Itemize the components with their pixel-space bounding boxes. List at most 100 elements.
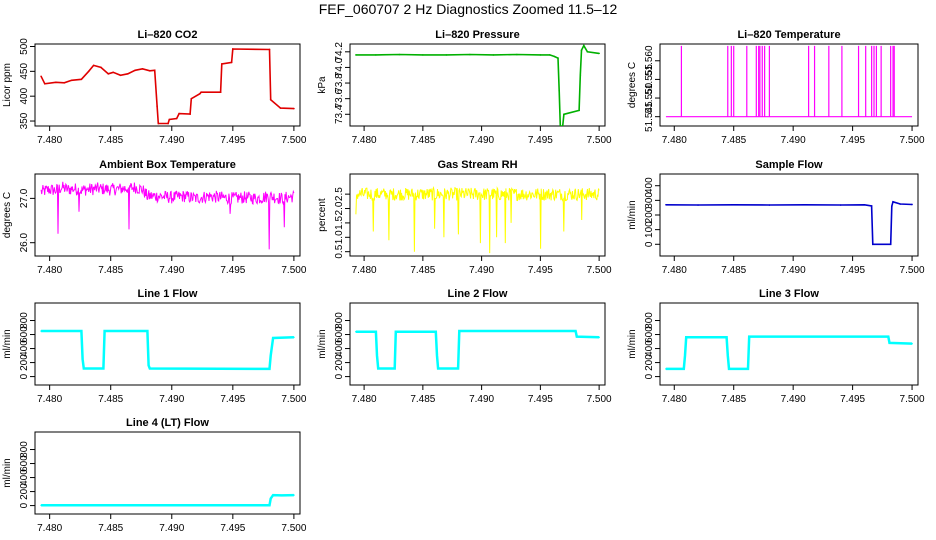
y-tick-label: 73.8 — [334, 73, 345, 93]
y-tick-label: 2.0 — [334, 201, 345, 215]
data-point — [279, 107, 282, 109]
data-point — [63, 81, 66, 84]
x-tick-label: 7.490 — [781, 265, 806, 276]
plot-frame — [659, 43, 919, 127]
x-tick-label: 7.500 — [587, 265, 612, 276]
data-point — [157, 122, 160, 125]
data-point — [219, 91, 222, 94]
data-point — [83, 367, 85, 370]
data-point — [102, 367, 105, 370]
data-point — [891, 205, 893, 208]
data-point — [747, 368, 749, 370]
plot-frame — [349, 302, 606, 386]
data-point — [127, 73, 129, 75]
panel-10: Line 4 (LT) Flow 7.480 7.485 7.490 7.495 7.50… — [2, 417, 307, 534]
panel-3: Li–820 Temperature 7.480 7.485 7.490 7.495 7.… — [627, 29, 925, 146]
data-point — [40, 330, 42, 332]
data-point — [665, 368, 667, 370]
x-tick-label: 7.490 — [159, 523, 184, 534]
data-point — [685, 336, 687, 339]
data-point — [293, 336, 295, 339]
data-point — [422, 54, 424, 56]
data-point — [457, 367, 459, 370]
series-trace — [665, 45, 913, 118]
data-point — [280, 494, 283, 497]
data-point — [103, 330, 106, 332]
data-point — [107, 73, 110, 75]
x-tick-label: 7.480 — [662, 135, 687, 146]
data-point — [232, 48, 234, 50]
y-axis-label: percent — [317, 198, 328, 232]
y-axis-label: ml/min — [317, 329, 328, 358]
panel-2: Li–820 Pressure 7.480 7.485 7.490 7.495 7.500… — [317, 29, 612, 146]
y-tick-label: 600 — [644, 326, 655, 343]
data-point — [269, 497, 272, 500]
series-trace — [40, 181, 295, 250]
data-point — [574, 330, 577, 332]
data-point — [141, 68, 144, 70]
data-point — [80, 330, 83, 332]
plot-frame — [659, 302, 919, 386]
data-point — [434, 330, 437, 333]
data-point — [539, 54, 542, 56]
data-point — [148, 367, 151, 370]
data-point — [80, 78, 83, 81]
plot-frame — [34, 302, 301, 386]
panel-title: Li–820 Temperature — [737, 29, 840, 41]
plot-frame — [34, 43, 301, 127]
series-trace — [40, 48, 295, 125]
x-tick-label: 7.495 — [528, 394, 553, 405]
panel-5: Gas Stream RH 7.480 7.485 7.490 7.495 7.500 0.… — [317, 159, 612, 276]
y-tick-label: 2.5 — [334, 187, 345, 201]
data-point — [911, 203, 913, 206]
x-tick-label: 7.490 — [781, 135, 806, 146]
panel-title: Li–820 CO2 — [138, 29, 198, 41]
data-point — [458, 330, 461, 332]
data-point — [355, 330, 357, 333]
data-point — [232, 504, 234, 507]
x-tick-label: 7.485 — [98, 394, 123, 405]
plot-frame — [349, 43, 606, 127]
data-point — [725, 336, 728, 339]
data-point — [268, 48, 271, 51]
y-tick-label: 400 — [19, 340, 30, 357]
data-point — [87, 70, 90, 73]
data-point — [445, 54, 448, 56]
data-point — [109, 504, 112, 507]
x-tick-label: 7.490 — [469, 135, 494, 146]
data-point — [175, 117, 178, 120]
data-point — [892, 201, 894, 203]
panel-4: Ambient Box Temperature 7.480 7.485 7.490 7.… — [2, 159, 307, 276]
series-line — [41, 493, 294, 507]
y-axis-label: ml/min — [2, 329, 13, 358]
data-point — [768, 204, 771, 206]
y-axis-label: degrees C — [627, 62, 638, 108]
data-point — [557, 57, 559, 59]
y-axis-label: ml/min — [2, 458, 13, 487]
data-point — [170, 504, 173, 507]
data-point — [293, 107, 295, 110]
y-tick-label: 350 — [19, 112, 30, 129]
data-point — [863, 203, 866, 206]
data-point — [70, 79, 73, 82]
data-point — [398, 53, 401, 56]
data-point — [272, 337, 274, 339]
panel-title: Line 1 Flow — [138, 288, 198, 300]
x-tick-label: 7.495 — [528, 135, 553, 146]
y-tick-label: 450 — [19, 63, 30, 80]
data-point — [199, 92, 201, 95]
panel-title: Ambient Box Temperature — [99, 159, 236, 171]
data-point — [112, 71, 114, 74]
x-tick-label: 7.490 — [159, 394, 184, 405]
data-point — [436, 354, 438, 357]
x-tick-label: 7.495 — [528, 265, 553, 276]
x-tick-label: 7.480 — [37, 135, 62, 146]
data-point — [148, 70, 151, 72]
data-point — [492, 54, 495, 56]
data-point — [697, 204, 699, 206]
x-tick-label: 7.490 — [159, 265, 184, 276]
x-tick-label: 7.480 — [352, 265, 377, 276]
x-tick-label: 7.480 — [37, 394, 62, 405]
data-point — [872, 243, 874, 246]
series-line — [40, 181, 295, 250]
